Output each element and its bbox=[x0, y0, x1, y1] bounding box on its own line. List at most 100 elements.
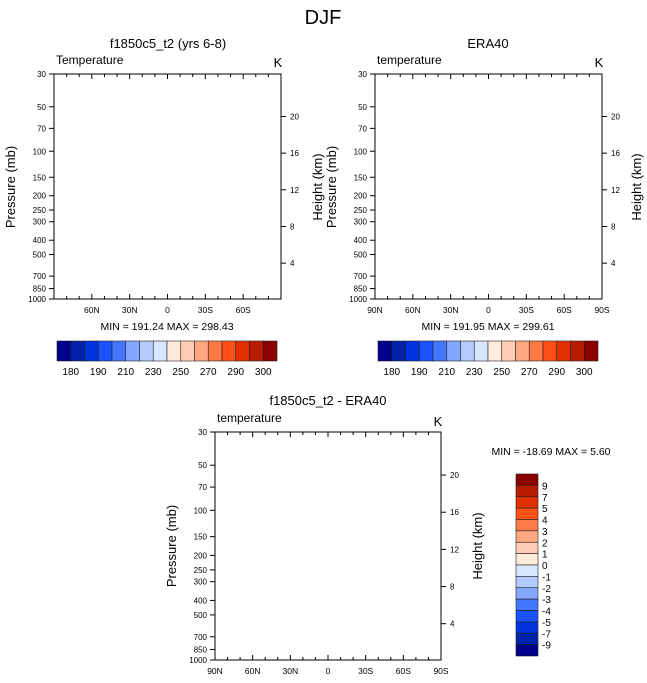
contour-region bbox=[136, 117, 204, 171]
colorbar-label: -7 bbox=[542, 629, 551, 640]
contour-region bbox=[375, 74, 602, 236]
y-tick-label: 70 bbox=[358, 124, 367, 133]
colorbar-box bbox=[56, 340, 72, 362]
colorbar-box bbox=[515, 541, 539, 554]
colorbar-label: 9 bbox=[542, 481, 548, 492]
y-right-tick-label: 20 bbox=[450, 471, 459, 480]
x-tick-label: 30N bbox=[443, 305, 459, 315]
colorbar-box bbox=[111, 340, 127, 362]
y-axis-right-label: Height (km) bbox=[629, 153, 644, 220]
colorbar-box bbox=[515, 644, 539, 657]
y-tick-label: 500 bbox=[194, 611, 208, 620]
y-tick-label: 50 bbox=[358, 103, 367, 112]
colorbar-label: 290 bbox=[548, 367, 565, 378]
colorbar-box bbox=[418, 340, 434, 362]
colorbar-box bbox=[391, 340, 406, 362]
contour-field bbox=[375, 74, 602, 299]
y-tick-label: 100 bbox=[194, 506, 208, 515]
contour-region bbox=[72, 254, 269, 299]
contour-region bbox=[224, 653, 260, 660]
colorbar-box bbox=[84, 340, 99, 362]
y-tick-label: 30 bbox=[358, 70, 367, 79]
contour-region bbox=[54, 206, 281, 299]
contour-region bbox=[54, 220, 281, 299]
y-tick-label: 30 bbox=[198, 428, 207, 437]
panel-left-label: temperature bbox=[217, 411, 282, 425]
contour-region bbox=[375, 206, 602, 299]
contour-region bbox=[231, 657, 256, 660]
x-tick-label: 90S bbox=[594, 305, 609, 315]
y-axis-right-label: Height (km) bbox=[310, 153, 325, 220]
x-tick-label: 30N bbox=[283, 666, 299, 676]
colorbar-box bbox=[70, 340, 85, 362]
contour-field bbox=[215, 432, 441, 660]
plot-frame bbox=[374, 73, 603, 300]
contour-region bbox=[375, 232, 602, 300]
panel-left-label: Temperature bbox=[56, 53, 124, 67]
y-tick-label: 1000 bbox=[189, 656, 207, 665]
y-tick-label: 400 bbox=[33, 236, 47, 245]
y-tick-label: 70 bbox=[198, 483, 207, 492]
y-tick-label: 850 bbox=[194, 645, 208, 654]
y-tick-label: 850 bbox=[354, 285, 368, 294]
contour-region bbox=[378, 564, 435, 645]
colorbar-label: 290 bbox=[227, 367, 244, 378]
colorbar-box bbox=[515, 621, 539, 634]
y-right-tick-label: 16 bbox=[611, 149, 620, 158]
y-tick-label: 400 bbox=[194, 596, 208, 605]
colorbar-label: 300 bbox=[576, 367, 593, 378]
contour-region bbox=[215, 610, 222, 637]
contour-region bbox=[283, 590, 373, 660]
contour-region bbox=[375, 243, 602, 299]
panel-obs: ERA40 temperature K 30507010015020025030… bbox=[324, 36, 644, 378]
y-tick-label: 1000 bbox=[28, 295, 46, 304]
y-tick-label: 400 bbox=[354, 236, 368, 245]
x-tick-label: 90N bbox=[367, 305, 383, 315]
x-tick-label: 30N bbox=[122, 305, 138, 315]
colorbar-box bbox=[515, 587, 539, 600]
y-right-tick-label: 4 bbox=[611, 259, 616, 268]
y-tick-label: 150 bbox=[33, 173, 47, 182]
contour-region bbox=[375, 74, 411, 236]
colorbar-box bbox=[515, 553, 539, 566]
colorbar-box bbox=[515, 507, 539, 520]
y-right-tick-label: 20 bbox=[611, 112, 620, 121]
y-right-tick-label: 8 bbox=[290, 222, 295, 231]
y-tick-label: 100 bbox=[354, 147, 368, 156]
x-tick-label: 30S bbox=[358, 666, 373, 676]
colorbar-box bbox=[501, 340, 516, 362]
min-max-text: MIN = 191.95 MAX = 299.61 bbox=[421, 321, 554, 333]
contour-region bbox=[317, 504, 342, 519]
panel-units-label: K bbox=[595, 55, 604, 70]
colorbar-box bbox=[166, 340, 182, 362]
colorbar: 180 190 210 230 250 270 290 300 bbox=[56, 340, 278, 378]
x-tick-label: 0 bbox=[165, 305, 170, 315]
x-tick-label: 60S bbox=[236, 305, 251, 315]
colorbar-label: -4 bbox=[542, 607, 551, 618]
colorbar-box bbox=[405, 340, 420, 362]
contour-region bbox=[140, 292, 199, 299]
x-tick-label: 60N bbox=[405, 305, 421, 315]
plot-frame bbox=[214, 431, 442, 661]
colorbar-label: 0 bbox=[542, 561, 548, 572]
contour-region bbox=[215, 432, 441, 551]
colorbar-box bbox=[460, 340, 475, 362]
min-max-text: MIN = 191.24 MAX = 298.43 bbox=[100, 321, 233, 333]
colorbar-label: 210 bbox=[438, 367, 455, 378]
panel-difference: f1850c5_t2 - ERA40 temperature K 3050701… bbox=[164, 393, 611, 676]
contour-region bbox=[54, 74, 281, 299]
panel-title: ERA40 bbox=[467, 36, 508, 51]
colorbar-label: 250 bbox=[493, 367, 510, 378]
y-tick-label: 100 bbox=[33, 147, 47, 156]
figure-title: DJF bbox=[305, 7, 342, 29]
colorbar-box bbox=[515, 632, 539, 645]
colorbar-box bbox=[262, 340, 278, 362]
y-tick-label: 700 bbox=[194, 633, 208, 642]
colorbar-label: 7 bbox=[542, 493, 548, 504]
y-right-tick-label: 12 bbox=[290, 186, 299, 195]
colorbar-label: -3 bbox=[542, 595, 551, 606]
y-axis-label: Pressure (mb) bbox=[3, 146, 18, 228]
